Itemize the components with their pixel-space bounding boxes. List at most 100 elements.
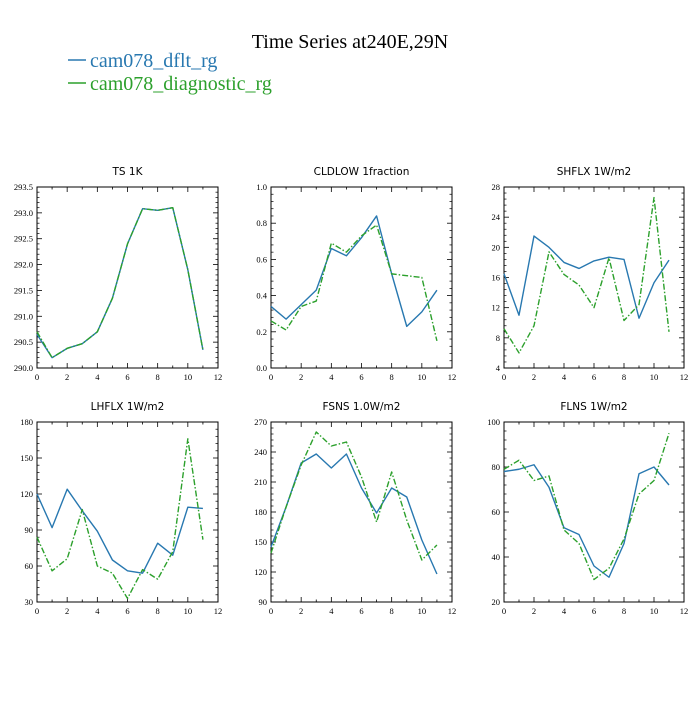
y-tick-label: 292.5 [14,234,33,244]
x-tick-label: 12 [448,606,457,616]
panel-fsns: FSNS 1.0W/m2 0 2 4 6 8 10 12 90 120 150 180 210 240 27… [254,401,456,616]
y-tick-label: 100 [487,417,500,427]
panel-title: CLDLOW 1fraction [314,166,410,178]
y-tick-label: 270 [254,417,267,427]
y-tick-label: 120 [20,489,33,499]
x-tick-label: 8 [156,606,160,616]
x-tick-label: 6 [359,606,363,616]
series-line-diagnostic [270,224,438,342]
legend-label-diagnostic: cam078_diagnostic_rg [90,73,272,95]
x-tick-label: 2 [299,606,303,616]
x-tick-label: 0 [502,372,506,382]
series-line-diagnostic [503,196,670,354]
panel-grid: TS 1K0 2 4 6 8 10 12290.0290.5291.0291.5292.02… [14,166,688,616]
x-tick-label: 4 [95,372,100,382]
y-tick-label: 290.5 [14,337,33,347]
y-tick-label: 60 [25,561,34,571]
plot-frame [503,421,685,603]
x-tick-label: 0 [502,606,506,616]
x-tick-label: 6 [125,606,129,616]
x-tick-label: 12 [680,372,689,382]
series-line-diagnostic [36,438,204,600]
series-line-diagnostic [503,433,670,581]
panel-ts: TS 1K 0 2 4 6 8 10 12 290.0 290.5 291.0 291.5 292.0 2… [14,166,222,382]
y-tick-label: 210 [254,477,267,487]
panel-title: TS 1K [112,166,144,178]
y-tick-label: 20 [492,242,501,252]
y-tick-label: 240 [254,447,267,457]
y-tick-label: 90 [25,525,34,535]
plot-frame [270,186,453,369]
plot-frame [36,421,219,603]
y-tick-label: 80 [492,462,501,472]
x-tick-label: 2 [65,606,69,616]
y-tick-label: 16 [492,273,501,283]
y-tick-label: 120 [254,567,267,577]
y-tick-label: 1.0 [256,182,267,192]
legend-label-dflt: cam078_dflt_rg [90,50,217,72]
series-line-dflt [36,488,203,574]
panel-cldlow: CLDLOW 1fraction 0 2 4 6 8 10 12 0.0 0.2 0.4 0.6 0.8… [256,166,456,382]
x-tick-label: 2 [532,606,536,616]
y-tick-label: 0.8 [256,218,267,228]
y-tick-label: 291.5 [14,285,33,295]
y-tick-label: 12 [492,303,501,313]
series-line-dflt [503,235,670,319]
y-tick-label: 28 [492,182,501,192]
y-tick-label: 20 [492,597,501,607]
y-tick-label: 90 [259,597,268,607]
x-tick-label: 0 [35,372,39,382]
legend: cam078_dflt_rg cam078_diagnostic_rg [68,50,272,95]
series-line-dflt [270,453,438,575]
x-tick-label: 0 [35,606,39,616]
y-tick-label: 293.5 [14,182,33,192]
panel-title: SHFLX 1W/m2 [557,166,632,178]
y-tick-label: 150 [254,537,267,547]
y-tick-label: 24 [492,212,501,222]
y-tick-label: 0.0 [256,363,267,373]
y-tick-label: 30 [25,597,34,607]
figure-title: Time Series at240E,29N [252,31,448,53]
y-tick-label: 180 [20,417,33,427]
x-tick-label: 12 [448,372,457,382]
x-tick-label: 2 [65,372,69,382]
x-tick-label: 10 [418,372,427,382]
x-tick-label: 8 [390,606,394,616]
panel-title: LHFLX 1W/m2 [91,401,165,413]
series-line-diagnostic [270,431,438,561]
plot-frame [36,186,219,369]
y-tick-label: 292.0 [14,260,33,270]
x-tick-label: 4 [562,372,567,382]
x-tick-label: 12 [214,606,223,616]
x-tick-label: 12 [680,606,689,616]
y-tick-label: 290.0 [14,363,33,373]
x-tick-label: 12 [214,372,223,382]
panel-lhflx: LHFLX 1W/m2 0 2 4 6 8 10 12 30 60 90 120 150 180 [20,401,222,616]
x-tick-label: 6 [125,372,129,382]
panel-title: FSNS 1.0W/m2 [323,401,401,413]
x-tick-label: 8 [390,372,394,382]
y-tick-label: 0.6 [256,254,267,264]
y-tick-label: 150 [20,453,33,463]
y-tick-label: 60 [492,507,501,517]
x-tick-label: 6 [592,606,596,616]
plot-frame [270,421,453,603]
x-tick-label: 6 [592,372,596,382]
series-line-dflt [503,464,670,578]
x-tick-label: 10 [184,606,193,616]
x-tick-label: 10 [650,606,659,616]
y-tick-label: 0.2 [256,327,267,337]
y-tick-label: 0.4 [256,291,267,301]
x-tick-label: 8 [622,372,626,382]
x-tick-label: 2 [299,372,303,382]
x-tick-label: 10 [418,606,427,616]
y-tick-label: 4 [496,363,501,373]
x-tick-label: 2 [532,372,536,382]
x-tick-label: 0 [269,606,273,616]
x-tick-label: 10 [650,372,659,382]
x-tick-label: 0 [269,372,273,382]
x-tick-label: 4 [329,606,334,616]
panel-flns: FLNS 1W/m2 0 2 4 6 8 10 12 20 40 60 80 100 [487,401,688,616]
